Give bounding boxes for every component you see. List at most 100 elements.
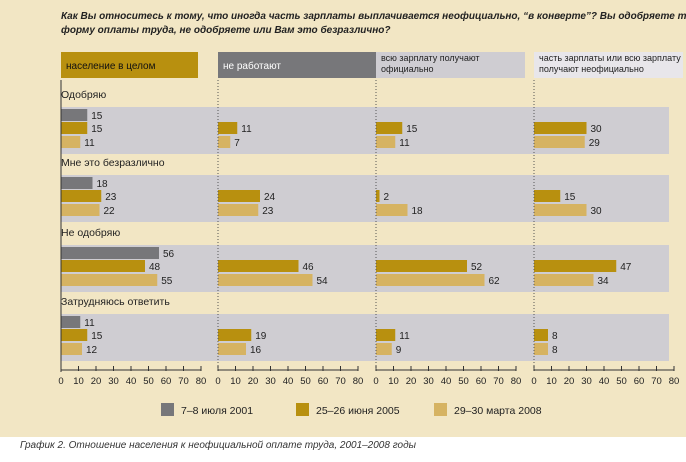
chart-svg: Как Вы относитесь к тому, что иногда час…: [58, 10, 686, 417]
bar: [218, 260, 299, 272]
bar: [534, 260, 617, 272]
x-tick-label: 0: [215, 376, 220, 387]
x-tick-label: 30: [265, 376, 276, 387]
x-tick-label: 60: [161, 376, 172, 387]
bar: [218, 274, 313, 286]
x-tick-label: 10: [388, 376, 399, 387]
data-label: 19: [255, 331, 267, 342]
data-label: 56: [163, 249, 175, 260]
data-label: 2: [384, 192, 390, 203]
bar: [61, 190, 102, 202]
legend-label: 29–30 марта 2008: [454, 405, 542, 417]
bar: [534, 122, 587, 134]
data-label: 16: [250, 345, 262, 356]
chart-figure: Как Вы относитесь к тому, что иногда час…: [0, 0, 686, 437]
group-label: Затрудняюсь ответить: [61, 296, 170, 308]
data-label: 15: [91, 111, 103, 122]
bar: [534, 136, 585, 148]
data-label: 12: [86, 345, 98, 356]
x-tick-label: 60: [476, 376, 487, 387]
bar: [376, 190, 380, 202]
panel-header-4: [534, 52, 683, 78]
data-label: 30: [591, 206, 603, 217]
legend-label: 7–8 июля 2001: [181, 405, 253, 417]
bar: [376, 136, 396, 148]
data-label: 23: [262, 206, 274, 217]
x-tick-label: 60: [318, 376, 329, 387]
data-label: 11: [399, 138, 410, 149]
bar: [376, 343, 392, 355]
bar: [61, 329, 88, 341]
chart-caption: График 2. Отношение населения к неофициа…: [20, 440, 416, 451]
x-tick-label: 20: [406, 376, 417, 387]
data-label: 52: [471, 262, 483, 273]
row-band: [61, 314, 669, 361]
x-tick-label: 40: [283, 376, 294, 387]
panel-header-label: всю зарплату получают: [381, 53, 480, 63]
group-label: Мне это безразлично: [61, 157, 165, 169]
x-tick-label: 50: [300, 376, 311, 387]
data-label: 18: [97, 179, 109, 190]
bar: [376, 329, 396, 341]
bar: [61, 204, 100, 216]
bar: [61, 136, 81, 148]
bar: [61, 260, 145, 272]
x-tick-label: 0: [373, 376, 378, 387]
bar: [218, 190, 260, 202]
data-label: 8: [552, 345, 558, 356]
panel-header-label: часть зарплаты или всю зарплату: [539, 53, 681, 63]
data-label: 11: [399, 331, 410, 342]
x-tick-label: 40: [599, 376, 610, 387]
data-label: 15: [91, 331, 103, 342]
bar: [534, 329, 548, 341]
data-label: 48: [149, 262, 161, 273]
bar: [61, 247, 159, 259]
data-label: 46: [303, 262, 315, 273]
x-tick-label: 50: [616, 376, 627, 387]
panel-header-label: не работают: [223, 60, 281, 72]
x-tick-label: 0: [58, 376, 63, 387]
x-tick-label: 0: [531, 376, 536, 387]
legend-swatch: [434, 403, 447, 416]
bar: [218, 343, 246, 355]
x-tick-label: 30: [581, 376, 592, 387]
x-tick-label: 80: [196, 376, 207, 387]
data-label: 9: [396, 345, 402, 356]
panel-header-label: получают неофициально: [539, 64, 644, 74]
data-label: 24: [264, 192, 276, 203]
data-label: 7: [234, 138, 240, 149]
x-tick-label: 10: [546, 376, 557, 387]
x-tick-label: 70: [178, 376, 189, 387]
x-tick-label: 20: [248, 376, 259, 387]
data-label: 8: [552, 331, 558, 342]
panel-header-label: население в целом: [66, 61, 156, 72]
x-tick-label: 20: [91, 376, 102, 387]
bar: [376, 260, 467, 272]
panel-header-3: [376, 52, 525, 78]
bar: [534, 190, 561, 202]
data-label: 23: [105, 192, 117, 203]
bar: [376, 204, 408, 216]
data-label: 62: [489, 276, 501, 287]
chart-title-line: Как Вы относитесь к тому, что иногда час…: [61, 10, 686, 22]
bar: [376, 274, 485, 286]
bar: [61, 122, 88, 134]
bar: [61, 316, 81, 328]
x-tick-label: 20: [564, 376, 575, 387]
data-label: 11: [84, 138, 95, 149]
legend-swatch: [296, 403, 309, 416]
data-label: 55: [161, 276, 173, 287]
panel-header-1: [61, 52, 198, 78]
data-label: 18: [412, 206, 424, 217]
data-label: 54: [317, 276, 329, 287]
panel-header-label: официально: [381, 64, 434, 74]
group-label: Одобряю: [61, 89, 106, 101]
bar: [218, 136, 231, 148]
x-tick-label: 50: [458, 376, 469, 387]
data-label: 15: [564, 192, 576, 203]
x-tick-label: 80: [669, 376, 680, 387]
x-tick-label: 30: [108, 376, 119, 387]
legend-label: 25–26 июня 2005: [316, 405, 400, 417]
data-label: 29: [589, 138, 601, 149]
bar: [218, 204, 259, 216]
